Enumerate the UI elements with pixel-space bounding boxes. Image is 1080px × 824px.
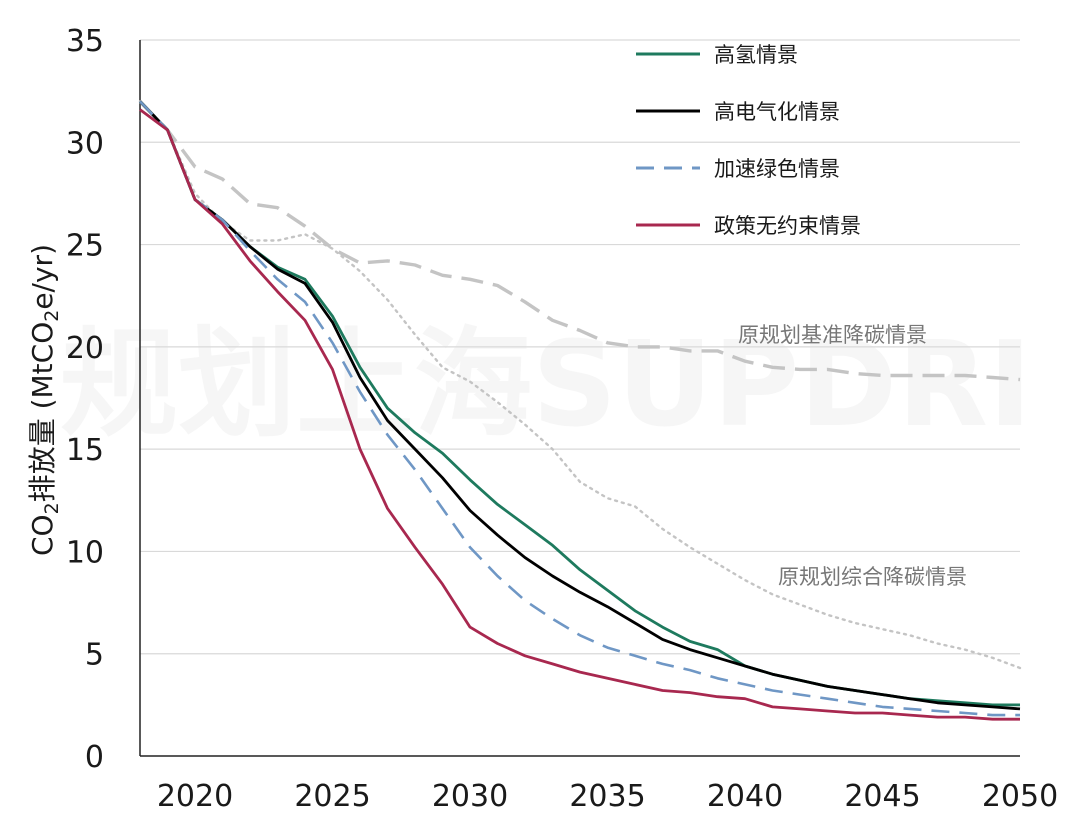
x-tick-label: 2035 bbox=[569, 779, 645, 814]
gridlines bbox=[140, 39, 1020, 655]
y-tick-label: 0 bbox=[85, 740, 104, 775]
series-line bbox=[138, 100, 1021, 711]
x-tick-label: 2045 bbox=[844, 779, 920, 814]
x-tick-label: 2050 bbox=[982, 779, 1058, 814]
x-tick-label: 2020 bbox=[157, 779, 233, 814]
y-tick-label: 5 bbox=[85, 638, 104, 673]
x-tick-label: 2040 bbox=[707, 779, 783, 814]
legend-label: 高电气化情景 bbox=[714, 100, 840, 124]
series-annotation: 原规划基准降碳情景 bbox=[738, 323, 927, 347]
series-line bbox=[139, 108, 1020, 721]
legend-label: 高氢情景 bbox=[714, 43, 798, 67]
y-tick-label: 15 bbox=[66, 433, 104, 468]
x-tick-label: 2025 bbox=[294, 779, 370, 814]
series-line bbox=[138, 100, 1021, 382]
y-axis-label: CO2排放量 (MtCO2e/yr) bbox=[26, 244, 63, 556]
y-tick-label: 30 bbox=[66, 126, 104, 161]
series-line bbox=[139, 100, 1020, 717]
y-tick-label: 10 bbox=[66, 535, 104, 570]
y-tick-label: 35 bbox=[66, 24, 104, 59]
series-annotation: 原规划综合降碳情景 bbox=[778, 565, 967, 589]
x-tick-label: 2030 bbox=[432, 779, 508, 814]
series-lines bbox=[138, 100, 1022, 721]
legend-label: 政策无约束情景 bbox=[714, 214, 861, 238]
legend-label: 加速绿色情景 bbox=[714, 157, 840, 181]
y-tick-label: 25 bbox=[66, 229, 104, 264]
series-line bbox=[138, 100, 1022, 670]
y-tick-label: 20 bbox=[66, 331, 104, 366]
